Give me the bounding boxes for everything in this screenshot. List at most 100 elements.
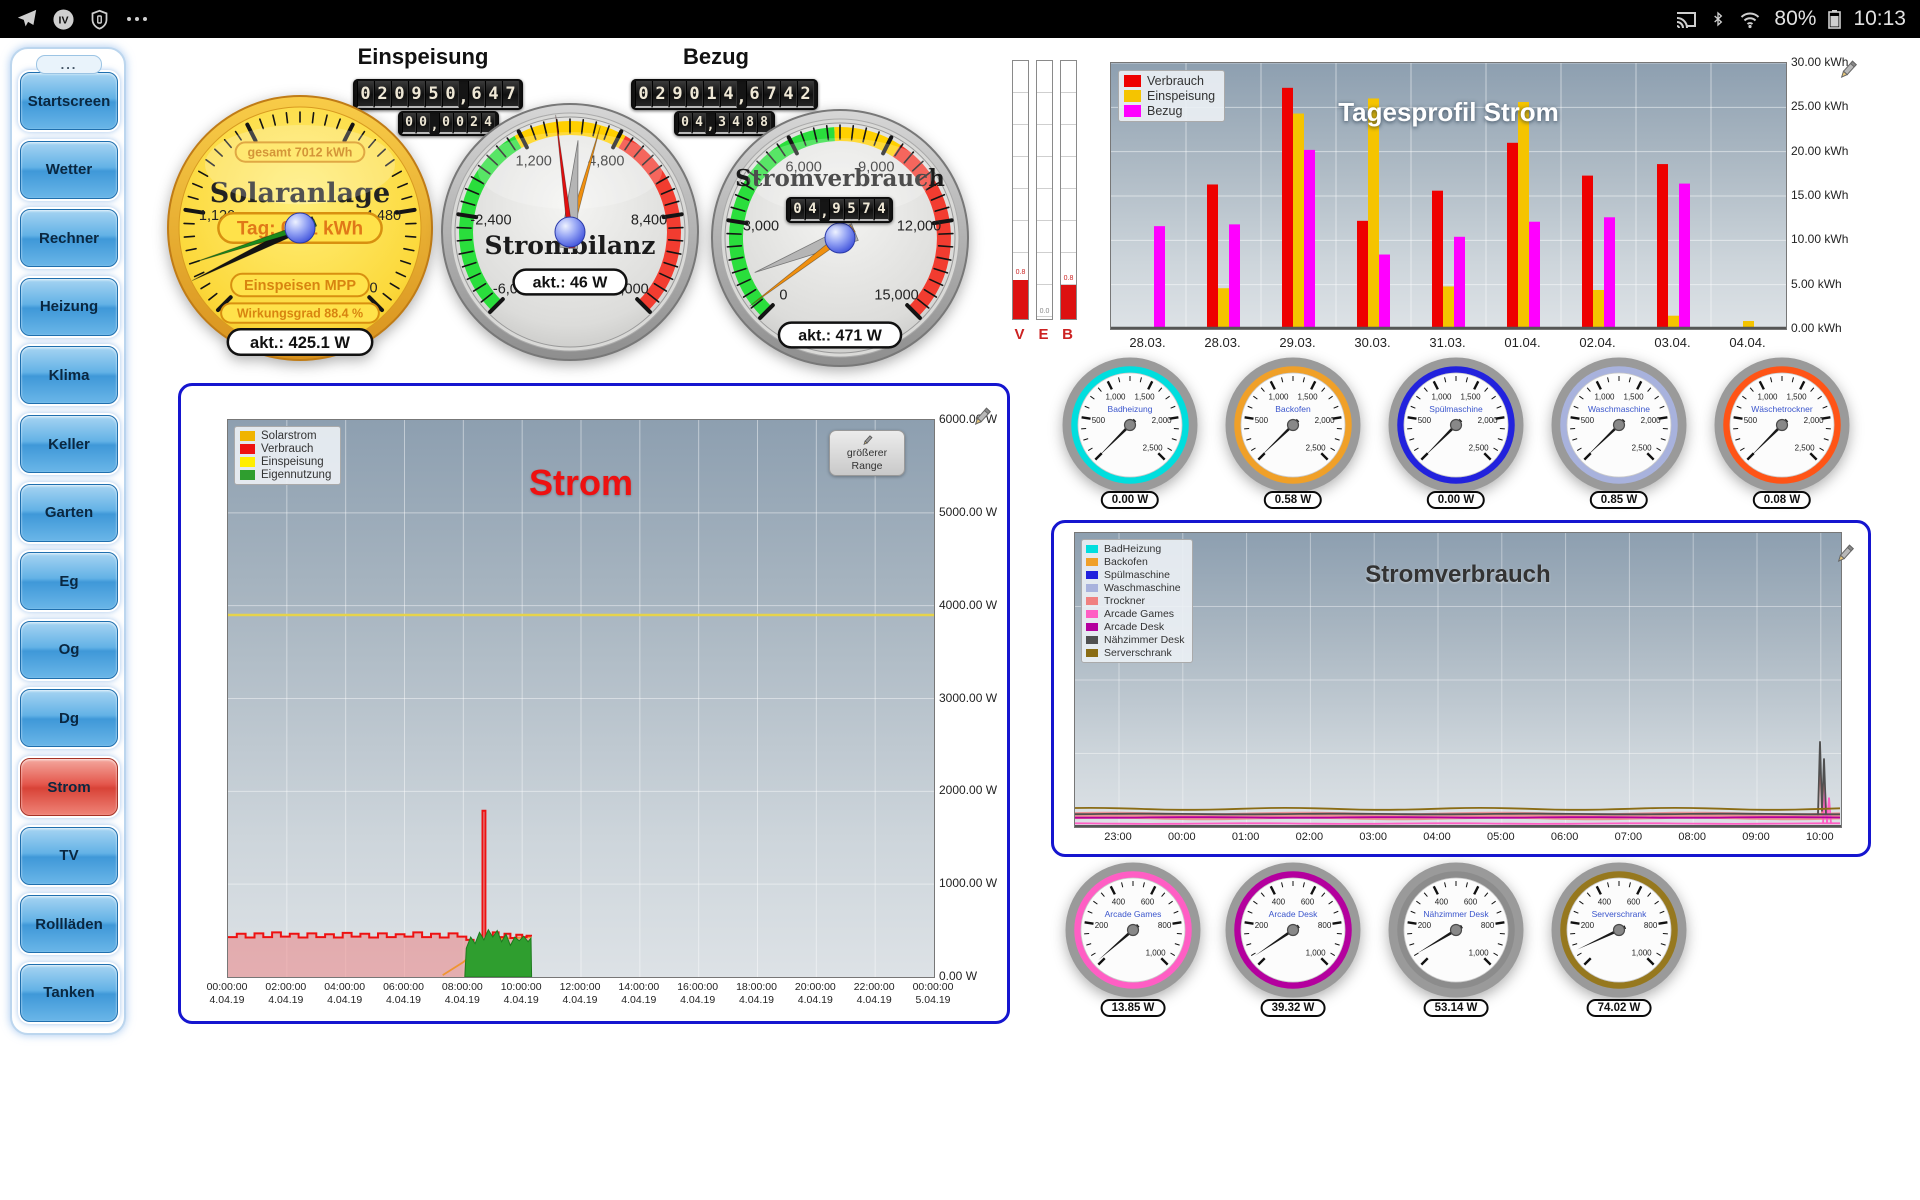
counter-digit: 7 <box>502 81 519 108</box>
counter-digit: 0 <box>357 81 374 108</box>
bar-einspeisung-28.03. <box>1218 288 1229 329</box>
sidebar-item-dg[interactable]: Dg <box>20 689 118 748</box>
stromverbrauch-xtick: 01:00 <box>1231 831 1260 843</box>
sidebar-item-klima[interactable]: Klima <box>20 346 118 405</box>
counter-digit: 2 <box>652 81 669 108</box>
groesserer-range-button[interactable]: größerer Range <box>829 430 905 476</box>
sidebar-item-eg[interactable]: Eg <box>20 552 118 611</box>
counter-digit: 4 <box>485 81 502 108</box>
strom-ytick: 3000.00 W <box>939 690 998 705</box>
sidebar-item-wetter[interactable]: Wetter <box>20 140 118 199</box>
small-gauge-value: 0.85 W <box>1589 491 1649 509</box>
sidebar-item-rollläden[interactable]: Rollläden <box>20 895 118 954</box>
strom-xtick-date: 4.04.19 <box>268 994 304 1006</box>
bar-bezug-28.03. <box>1229 224 1240 329</box>
sidebar-item-tv[interactable]: TV <box>20 826 118 885</box>
legend-item-arcade-desk: Arcade Desk <box>1086 621 1185 633</box>
strom-xtick-time: 00:00:00 <box>206 981 248 993</box>
sidebar-item-rechner[interactable]: Rechner <box>20 209 118 268</box>
svg-text:2,500: 2,500 <box>1469 444 1490 453</box>
tagesprofil-edit-pencil-icon[interactable] <box>1836 58 1860 82</box>
strom-xtick-date: 4.04.19 <box>797 994 833 1006</box>
counter-digit: 4 <box>720 81 737 108</box>
stromverbrauch-legend: BadHeizung Backofen Spülmaschine Waschmasch… <box>1081 539 1193 663</box>
stromverbrauch-xtick: 07:00 <box>1614 831 1643 843</box>
bar-bezug-28.03. <box>1154 226 1165 329</box>
legend-swatch <box>1086 558 1098 566</box>
svg-text:400: 400 <box>1435 897 1449 906</box>
sidebar-item-tanken[interactable]: Tanken <box>20 963 118 1022</box>
bar-einspeisung-29.03. <box>1293 113 1304 329</box>
svg-text:akt.: 471 W: akt.: 471 W <box>798 328 882 345</box>
stromverbrauch-edit-pencil-icon[interactable] <box>1833 542 1857 566</box>
mini-bar-value: 0.0 <box>1039 308 1050 316</box>
strom-edit-pencil-icon[interactable] <box>970 405 994 429</box>
strom-ytick: 2000.00 W <box>939 783 998 798</box>
legend-label: Waschmaschine <box>1104 582 1181 594</box>
svg-text:Stromverbrauch: Stromverbrauch <box>735 165 945 192</box>
bar-verbrauch-31.03. <box>1432 190 1443 329</box>
svg-text:2,500: 2,500 <box>1143 444 1164 453</box>
sidebar-item-garten[interactable]: Garten <box>20 483 118 542</box>
counter-digit: 7 <box>859 199 874 221</box>
svg-text:1,200: 1,200 <box>516 154 552 170</box>
svg-text:4,800: 4,800 <box>588 154 624 170</box>
stromverbrauch-panel: Stromverbrauch BadHeizung Backofen Spülmasc… <box>1051 520 1871 857</box>
sidebar-item-startscreen[interactable]: Startscreen <box>20 72 118 130</box>
sidebar-item-strom[interactable]: Strom <box>20 758 118 816</box>
small-gauge-spülmaschine: 500 1,000 1,500 2,000 2,500 Spülmaschine <box>1386 355 1526 495</box>
svg-text:600: 600 <box>1464 897 1478 906</box>
svg-text:Badheizung: Badheizung <box>1108 404 1153 414</box>
svg-text:0: 0 <box>779 288 787 304</box>
legend-swatch <box>1086 649 1098 657</box>
sidebar-item-og[interactable]: Og <box>20 620 118 679</box>
sidebar-item-heizung[interactable]: Heizung <box>20 277 118 336</box>
svg-text:400: 400 <box>1598 897 1612 906</box>
counter-digit: , <box>820 204 829 220</box>
sidebar-more-button[interactable]: ... <box>36 55 102 74</box>
battery-icon <box>1827 7 1842 31</box>
counter-digit: , <box>458 87 469 107</box>
legend-swatch <box>1124 75 1141 87</box>
counter-digit: 2 <box>467 113 481 134</box>
svg-text:Wirkungsgrad 88.4 %: Wirkungsgrad 88.4 % <box>237 306 363 320</box>
svg-text:400: 400 <box>1112 897 1126 906</box>
stromverbrauch-plot: Stromverbrauch BadHeizung Backofen Spülmasc… <box>1074 532 1842 828</box>
small-gauge-value: 74.02 W <box>1586 999 1652 1017</box>
svg-text:200: 200 <box>1581 921 1595 930</box>
mini-bar-e: 0.0 <box>1036 60 1053 320</box>
legend-item-eigennutzung: Eigennutzung <box>240 469 331 481</box>
stromverbrauch-xtick: 09:00 <box>1742 831 1770 843</box>
strom-ytick: 1000.00 W <box>939 876 998 891</box>
svg-text:Arcade Desk: Arcade Desk <box>1269 909 1318 919</box>
svg-text:2,000: 2,000 <box>1641 416 1662 425</box>
legend-swatch <box>1124 90 1141 102</box>
edit-pencil-icon <box>862 434 873 445</box>
strom-xtick-date: 4.04.19 <box>444 994 480 1006</box>
tagesprofil-legend: Verbrauch Einspeisung Bezug <box>1118 70 1226 122</box>
mini-bar-value: 0.8 <box>1063 274 1074 282</box>
counter-digit: 0 <box>391 81 408 108</box>
legend-swatch <box>1086 571 1098 579</box>
svg-text:500: 500 <box>1418 416 1432 425</box>
strom-legend: Solarstrom Verbrauch Einspeisung Eigennutzu… <box>234 426 342 485</box>
veb-mini-bars: 0.8 V 0.0 E 0.8 B <box>1012 60 1090 360</box>
series-arcade-desk <box>1075 816 1841 819</box>
svg-text:800: 800 <box>1644 921 1658 930</box>
svg-text:1,000: 1,000 <box>1268 392 1289 401</box>
sidebar-item-keller[interactable]: Keller <box>20 415 118 473</box>
tagesprofil-ytick: 25.00 kWh <box>1791 99 1849 114</box>
svg-text:1,500: 1,500 <box>1298 392 1319 401</box>
strom-xtick-date: 4.04.19 <box>327 994 363 1006</box>
clock: 10:13 <box>1853 7 1906 30</box>
small-gauge-value: 0.08 W <box>1752 491 1812 509</box>
bar-einspeisung-30.03. <box>1368 98 1379 329</box>
svg-text:600: 600 <box>1301 897 1315 906</box>
counter-digit: , <box>736 87 747 107</box>
tagesprofil-xtick: 30.03. <box>1354 335 1391 350</box>
bar-einspeisung-01.04. <box>1518 102 1529 329</box>
small-gauge-badheizung: 500 1,000 1,500 2,000 2,500 Badheizung <box>1060 355 1200 495</box>
stromverbrauch-xtick: 03:00 <box>1359 831 1387 843</box>
